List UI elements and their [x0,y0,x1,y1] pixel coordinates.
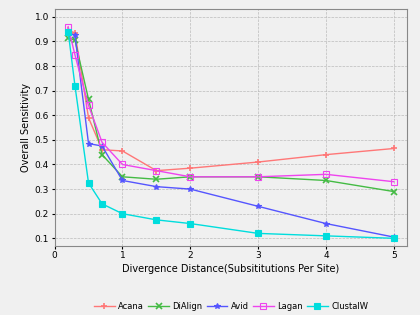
X-axis label: Divergence Distance(Subsititutions Per Site): Divergence Distance(Subsititutions Per S… [122,264,340,274]
ClustalW [256,232,261,235]
Line: ClustalW: ClustalW [66,29,396,241]
ClustalW [154,218,159,222]
Lagan [391,180,396,184]
Lagan [100,140,105,144]
ClustalW [86,181,91,185]
ClustalW [323,234,328,238]
ClustalW [66,30,71,33]
Acana [100,148,105,152]
DiAlign [323,179,328,182]
Avid [391,235,396,239]
Acana [323,153,328,157]
DiAlign [391,190,396,193]
Avid [256,204,261,208]
DiAlign [154,177,159,181]
Avid [323,222,328,226]
Avid [86,142,91,146]
Acana [66,28,71,32]
Lagan [86,104,91,107]
Avid [72,33,77,37]
ClustalW [391,237,396,240]
Acana [154,169,159,173]
Acana [391,146,396,150]
Avid [100,144,105,148]
DiAlign [100,153,105,157]
Lagan [256,175,261,179]
Lagan [188,175,193,179]
DiAlign [86,97,91,101]
Legend: Acana, DiAlign, Avid, Lagan, ClustalW: Acana, DiAlign, Avid, Lagan, ClustalW [94,302,368,311]
Acana [188,166,193,170]
ClustalW [188,222,193,226]
Lagan [154,169,159,173]
Acana [86,116,91,120]
Line: Avid: Avid [66,30,396,240]
Acana [256,160,261,164]
Avid [188,187,193,191]
Lagan [66,25,71,29]
Lagan [120,163,125,166]
Y-axis label: Overall Sensitivity: Overall Sensitivity [21,83,31,172]
Lagan [72,53,77,57]
ClustalW [100,202,105,206]
DiAlign [188,175,193,179]
ClustalW [120,212,125,215]
ClustalW [72,84,77,88]
DiAlign [66,36,71,40]
Avid [154,185,159,188]
DiAlign [256,175,261,179]
Line: DiAlign: DiAlign [66,35,396,194]
Avid [66,31,71,35]
Line: Acana: Acana [66,28,396,174]
DiAlign [120,175,125,179]
Line: Lagan: Lagan [66,24,396,185]
Avid [120,179,125,182]
DiAlign [72,38,77,42]
Lagan [323,172,328,176]
Acana [72,31,77,35]
Acana [120,149,125,153]
